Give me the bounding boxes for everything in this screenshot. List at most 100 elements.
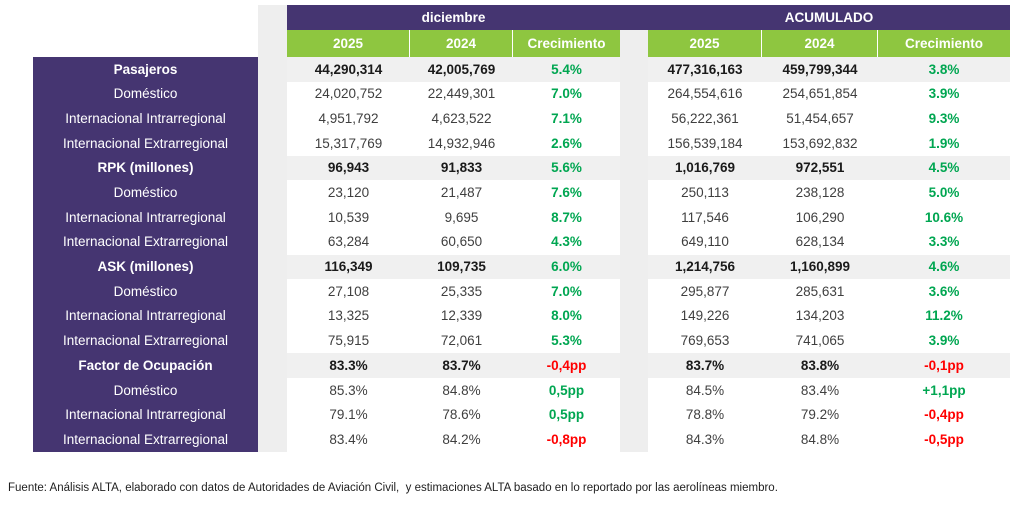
december-2024-value: 14,932,946 <box>427 135 496 151</box>
row-label: Doméstico <box>33 377 258 403</box>
header-spacer <box>33 5 258 30</box>
december-2024-value: 83.7% <box>410 353 513 378</box>
accumulated-2025-value: 477,316,163 <box>648 57 762 82</box>
december-section-header: diciembre <box>287 5 620 30</box>
accumulated-growth-value: 10.6% <box>924 209 964 225</box>
december-growth-value: 5.4% <box>513 57 620 82</box>
left-gutter-cell <box>258 155 287 181</box>
mid-gutter-cell <box>620 254 648 280</box>
accumulated-2025-value: 84.3% <box>685 431 725 447</box>
december-2025-value: 75,915 <box>327 333 370 349</box>
accumulated-2024-value: 459,799,344 <box>762 57 878 82</box>
december-growth-value: 7.0% <box>551 86 582 102</box>
row-label: Internacional Extrarregional <box>33 131 258 156</box>
mid-gutter-cell <box>620 353 648 378</box>
december-2024-value: 109,735 <box>410 254 513 280</box>
accumulated-2025-value: 149,226 <box>680 308 730 324</box>
december-2025-value: 79.1% <box>329 407 368 423</box>
december-2024-value: 60,650 <box>440 234 483 250</box>
row-label: Internacional Intrarregional <box>33 303 258 329</box>
december-growth-value: 7.1% <box>551 110 582 126</box>
left-gutter-cell <box>258 402 287 428</box>
source-note: Fuente: Análisis ALTA, elaborado con dat… <box>8 482 778 494</box>
december-growth-value: 5.6% <box>513 155 620 181</box>
accumulated-2025-value: 769,653 <box>680 333 730 349</box>
december-growth-value: 0,5pp <box>548 407 585 423</box>
accumulated-2024-value: 1,160,899 <box>762 254 878 280</box>
december-growth-value: -0,4pp <box>513 353 620 378</box>
december-2025-value: 116,349 <box>287 254 410 280</box>
accumulated-growth-value: 3.9% <box>928 333 960 349</box>
accumulated-2024-value: 285,631 <box>795 283 845 299</box>
mid-gutter-cell <box>620 155 648 181</box>
row-label: Doméstico <box>33 279 258 304</box>
accumulated-growth-value: 3.8% <box>878 57 1010 82</box>
accumulated-2024-value: 83.8% <box>762 353 878 378</box>
left-gutter-header <box>258 5 287 30</box>
december-2024-value: 42,005,769 <box>410 57 513 82</box>
accumulated-growth-value: -0,5pp <box>924 431 964 447</box>
left-gutter-cell <box>258 205 287 230</box>
december-2024-value: 4,623,522 <box>431 110 492 126</box>
row-label: Internacional Extrarregional <box>33 229 258 255</box>
mid-gutter-cell <box>620 377 648 403</box>
accumulated-2024-value: 79.2% <box>800 407 840 423</box>
december-2025-value: 83.4% <box>329 431 368 447</box>
row-label: ASK (millones) <box>33 254 258 280</box>
row-label: Pasajeros <box>33 57 258 82</box>
left-gutter-cell <box>258 427 287 452</box>
left-gutter-cell <box>258 254 287 280</box>
subheader-spacer <box>33 30 258 57</box>
accumulated-growth-value: 4.5% <box>878 155 1010 181</box>
accumulated-growth-value: 4.6% <box>878 254 1010 280</box>
left-gutter-cell <box>258 81 287 107</box>
accumulated-2024-value: 153,692,832 <box>782 135 858 151</box>
section-gap-header <box>620 5 648 30</box>
accumulated-2025-value: 56,222,361 <box>671 110 739 126</box>
december-2024-value: 9,695 <box>444 209 479 225</box>
row-label: Internacional Intrarregional <box>33 106 258 132</box>
december-2024-header: 2024 <box>410 30 513 57</box>
left-gutter-cell <box>258 57 287 82</box>
row-label: Internacional Intrarregional <box>33 205 258 230</box>
accumulated-2025-value: 156,539,184 <box>667 135 743 151</box>
row-label: Doméstico <box>33 180 258 206</box>
december-2024-value: 72,061 <box>440 333 483 349</box>
row-label: RPK (millones) <box>33 155 258 181</box>
accumulated-2025-value: 117,546 <box>681 209 729 225</box>
december-growth-value: 8.7% <box>551 209 582 225</box>
mid-gutter-cell <box>620 328 648 354</box>
december-growth-header: Crecimiento <box>513 30 620 57</box>
traffic-stats-table: diciembre ACUMULADO 2025 2024 Crecimient… <box>33 5 1010 452</box>
december-2025-header: 2025 <box>287 30 410 57</box>
december-2024-value: 25,335 <box>440 283 483 299</box>
accumulated-growth-value: 9.3% <box>928 110 960 126</box>
accumulated-2024-value: 134,203 <box>795 308 845 324</box>
december-2025-value: 27,108 <box>327 283 370 299</box>
december-2025-value: 4,951,792 <box>318 110 379 126</box>
mid-gutter-cell <box>620 131 648 156</box>
december-growth-value: 7.0% <box>551 283 582 299</box>
row-label: Doméstico <box>33 81 258 107</box>
left-gutter-cell <box>258 377 287 403</box>
december-2024-value: 22,449,301 <box>427 86 496 102</box>
mid-gutter-subheader <box>620 30 648 57</box>
mid-gutter-cell <box>620 279 648 304</box>
left-gutter-cell <box>258 106 287 132</box>
december-2025-value: 85.3% <box>329 382 368 398</box>
december-growth-value: 0,5pp <box>548 382 585 398</box>
accumulated-2024-value: 51,454,657 <box>786 110 854 126</box>
mid-gutter-cell <box>620 57 648 82</box>
row-label: Factor de Ocupación <box>33 353 258 378</box>
accumulated-2024-value: 83.4% <box>800 382 840 398</box>
december-growth-value: 8.0% <box>551 308 582 324</box>
december-2025-value: 44,290,314 <box>287 57 410 82</box>
accumulated-2024-header: 2024 <box>762 30 878 57</box>
mid-gutter-cell <box>620 303 648 329</box>
december-growth-value: -0,8pp <box>546 431 587 447</box>
row-label: Internacional Extrarregional <box>33 427 258 452</box>
row-label: Internacional Intrarregional <box>33 402 258 428</box>
accumulated-growth-value: 3.3% <box>928 234 960 250</box>
mid-gutter-cell <box>620 205 648 230</box>
left-gutter-cell <box>258 229 287 255</box>
